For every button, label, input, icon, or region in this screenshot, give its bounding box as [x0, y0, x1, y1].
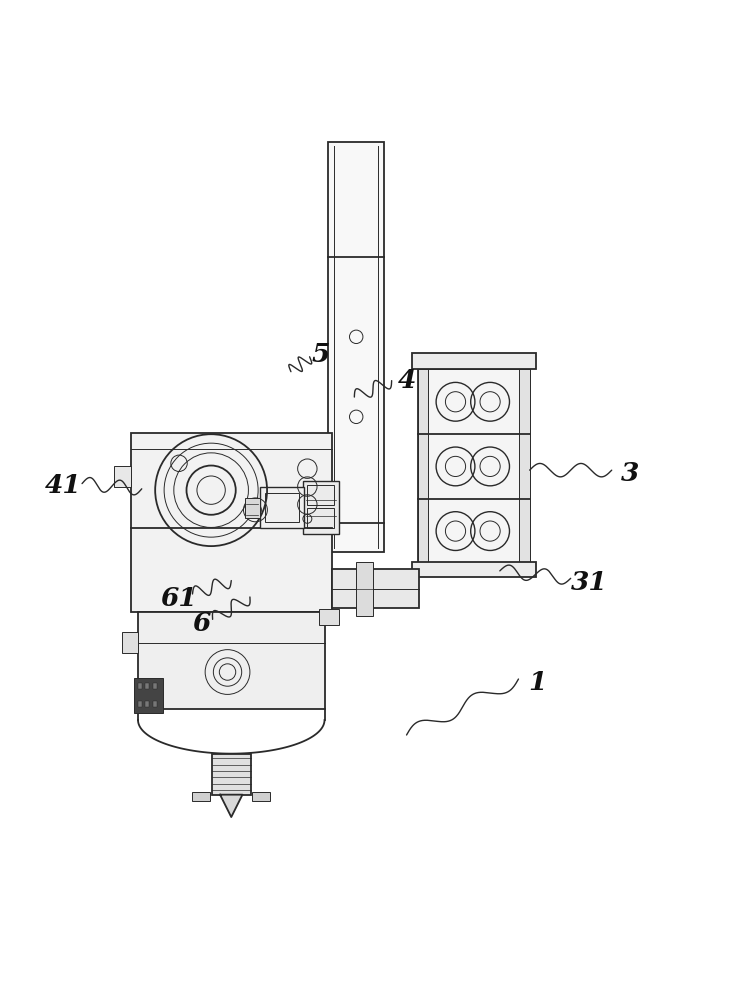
Bar [303, 481, 339, 534]
Bar [332, 569, 419, 608]
Bar [412, 562, 536, 577]
Bar [153, 701, 157, 707]
Bar [122, 632, 138, 653]
Text: 41: 41 [45, 473, 82, 498]
Bar [307, 508, 334, 528]
Bar [138, 683, 142, 689]
Bar [412, 353, 536, 369]
Text: 1: 1 [528, 670, 546, 695]
Bar [519, 369, 530, 563]
Bar [307, 485, 334, 505]
Bar [145, 683, 149, 689]
Bar [138, 701, 142, 707]
Bar [245, 498, 260, 518]
Bar [252, 792, 270, 801]
Bar [114, 466, 131, 487]
Text: 6: 6 [192, 611, 210, 636]
Bar [357, 562, 373, 616]
Bar [260, 487, 304, 528]
Bar [153, 683, 157, 689]
Bar [134, 678, 163, 713]
Bar [328, 142, 384, 552]
Bar [319, 609, 339, 625]
Bar [418, 369, 530, 563]
Text: 61: 61 [160, 586, 198, 611]
Bar [212, 754, 251, 795]
Bar [265, 493, 299, 522]
Bar [138, 612, 325, 709]
Bar [131, 433, 332, 612]
Bar [145, 701, 149, 707]
Text: 31: 31 [571, 570, 608, 595]
Polygon shape [220, 795, 242, 817]
Text: 5: 5 [312, 342, 330, 367]
Text: 3: 3 [621, 461, 639, 486]
Bar [192, 792, 210, 801]
Text: 4: 4 [398, 368, 416, 393]
Bar [418, 369, 428, 563]
